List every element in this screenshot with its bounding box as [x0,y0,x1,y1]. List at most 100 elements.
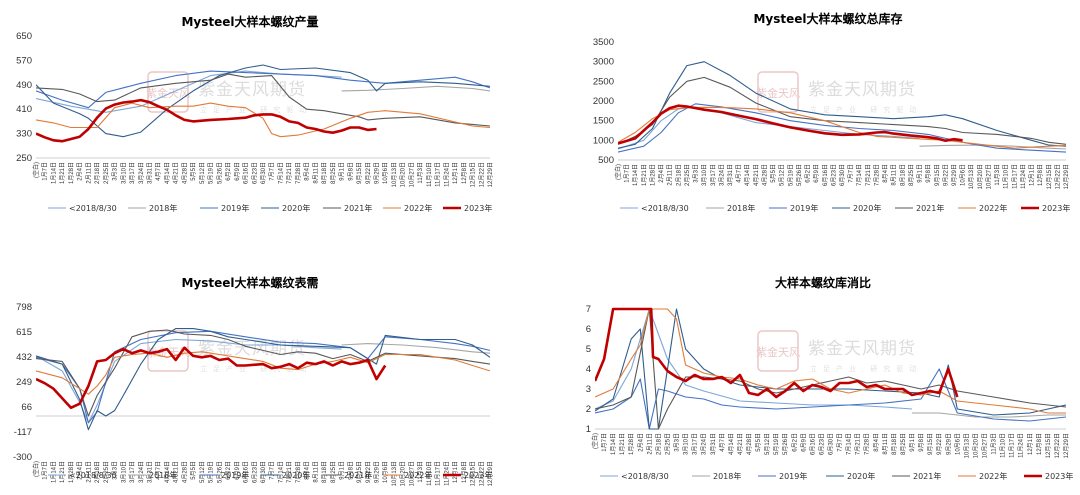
x-tick-label: 12月22日 [1054,433,1061,458]
x-tick-label: 1月7日 [42,162,49,181]
x-tick-label: 5月19日 [208,461,215,483]
x-tick-label: 8月4日 [304,162,311,181]
x-tick-label: 11月10日 [426,461,433,486]
x-tick-label: 2月18日 [94,461,101,483]
y-tick-label: 1000 [593,135,614,146]
x-tick-label: 6月2日 [225,162,232,181]
x-tick-label: 12月15日 [470,162,477,187]
x-tick-label: 12月29日 [487,162,494,187]
x-tick-label: 7月7日 [269,461,276,480]
x-tick-label: 1月21日 [619,433,626,455]
x-tick-label: (空白) [32,461,40,477]
legend-label: 2021年 [916,203,944,213]
series-line-2022年 [36,351,490,395]
y-tick-label: 615 [16,327,32,338]
x-tick-label: 10月20日 [400,461,407,486]
x-tick-label: 10月27日 [981,433,988,458]
x-tick-label: 4月28日 [181,162,188,184]
x-tick-label: 7月28日 [295,461,302,483]
x-tick-label: 4月21日 [753,164,760,186]
watermark-subtitle: 立足产业 研究驱动 [810,105,922,114]
series-line-2020年 [36,64,490,138]
watermark-name: 紫金天风期货 [198,80,306,100]
x-tick-label: 4月14日 [164,162,171,184]
legend-label: <2018/8/30 [621,472,669,481]
legend-label: 2018年 [149,470,177,480]
x-tick-label: 7月7日 [269,162,276,181]
legend-item: 2023年 [1021,203,1070,213]
watermark-subtitle: 立足产业 研究驱动 [200,364,312,373]
x-tick-label: 8月4日 [873,433,880,452]
legend-item: 2018年 [128,203,177,213]
x-tick-label: 5月5日 [755,433,762,452]
series-line-2021年 [36,73,490,127]
x-tick-label: 9月22日 [365,162,372,184]
series-line-2023年 [36,98,377,143]
series-line-2018年 [912,412,1066,418]
x-tick-label: 9月29日 [374,461,381,483]
x-tick-label: 7月21日 [286,162,293,184]
y-tick-label: 570 [16,55,32,66]
y-tick-label: 3 [586,384,591,395]
x-tick-label: 1月21日 [641,164,648,186]
legend-item: 2018年 [692,471,741,481]
y-tick-label: 432 [16,352,32,363]
x-tick-label: 6月30日 [260,461,267,483]
panel-inventory: Mysteel大样本螺纹总库存 紫金天风 紫金天风期货 立足产业 研究驱动 500 10… [540,0,1080,247]
series-line-2018年 [341,343,490,354]
x-tick-label: 3月3日 [112,461,119,480]
legend-item: <2018/8/30 [48,471,117,480]
x-tick-label: 3月17日 [129,162,136,184]
legend-item: <2018/8/30 [620,204,689,213]
x-tick-label: 9月15日 [927,433,934,455]
x-tick-label: 4月7日 [155,162,162,181]
x-tick-label: 9月1日 [909,433,916,452]
x-tick-label: 2月11日 [646,433,653,455]
x-tick-label: 3月31日 [727,164,734,186]
x-tick-label: 8月11日 [882,433,889,455]
x-tick-label: 9月8日 [347,162,354,181]
x-tick-label: 12月1日 [1029,164,1036,186]
x-tick-label: 6月2日 [225,461,232,480]
x-tick-label: 4月28日 [746,433,753,455]
legend-item: <2018/8/30 [48,204,117,213]
x-tick-label: 11月3日 [991,433,998,455]
legend-label: 2019年 [779,471,807,481]
x-tick-label: 10月20日 [977,164,984,189]
x-tick-label: 6月30日 [839,164,846,186]
watermark-logo [757,330,799,372]
x-tick-label: 8月25日 [330,461,337,483]
y-tick-label: 250 [16,153,32,164]
x-tick-label: 12月15日 [470,461,477,486]
x-tick-label: 6月23日 [251,162,258,184]
x-tick-label: 3月24日 [701,433,708,455]
x-tick-label: 12月8日 [461,162,468,184]
x-tick-label: 11月10日 [1000,433,1007,458]
watermark-subtitle: 立足产业 研究驱动 [810,364,922,373]
y-tick-label: -300 [13,452,32,463]
x-tick-label: 11月17日 [1011,164,1018,189]
y-tick-label: 2 [586,404,591,415]
x-tick-label: 5月12日 [199,162,206,184]
y-tick-label: 249 [16,377,32,388]
x-tick-label: 5月5日 [190,162,197,181]
x-tick-label: 2月18日 [94,162,101,184]
x-tick-label: 6月2日 [805,164,812,183]
x-tick-label: 2月11日 [667,164,674,186]
x-tick-label: 1月28日 [628,433,635,455]
x-tick-label: (空白) [614,164,622,180]
x-tick-label: 5月26日 [216,162,223,184]
x-tick-label: 10月27日 [985,164,992,189]
series-line-2018年 [919,144,1066,150]
x-tick-label: 11月17日 [435,162,442,187]
x-tick-label: 7月28日 [873,164,880,186]
x-tick-label: 11月10日 [1003,164,1010,189]
x-tick-label: 4月21日 [173,162,180,184]
x-tick-label: 12月8日 [1037,164,1044,186]
chart-title: Mysteel大样本螺纹产量 [181,14,318,29]
watermark-subtitle: 立足产业 研究驱动 [200,105,312,114]
y-tick-label: 2000 [593,96,614,107]
